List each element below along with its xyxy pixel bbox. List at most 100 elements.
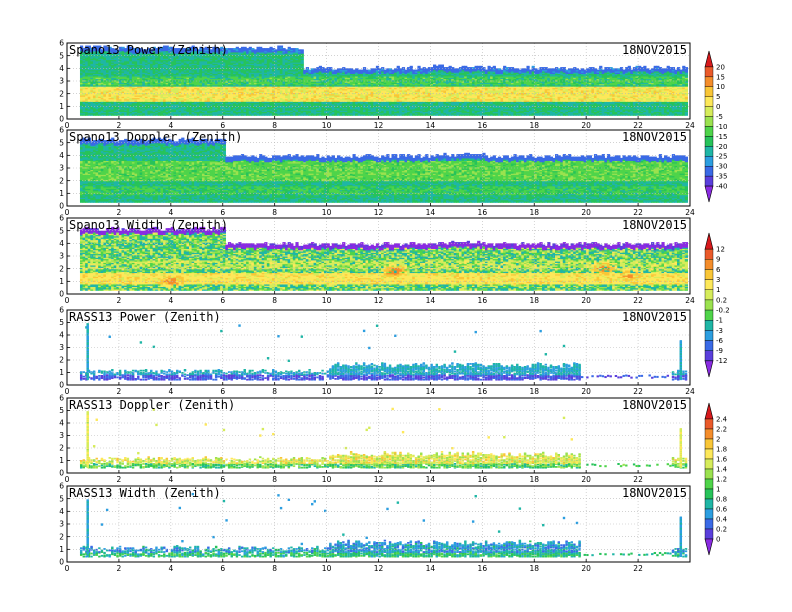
heatmap-cell	[116, 106, 120, 109]
heatmap-cell	[124, 65, 128, 68]
heatmap-cell	[95, 94, 99, 97]
heatmap-cell	[124, 86, 128, 88]
heatmap-cell	[95, 56, 99, 59]
heatmap-cell	[113, 68, 117, 71]
heatmap-cell	[85, 112, 89, 115]
heatmap-cell	[116, 74, 120, 77]
heatmap-cell	[121, 101, 125, 104]
heatmap-cell	[98, 62, 102, 64]
heatmap-cell	[111, 53, 115, 55]
heatmap-cell	[95, 74, 99, 77]
heatmap-cell	[79, 59, 84, 62]
heatmap-cell	[113, 75, 117, 78]
heatmap-cell	[108, 77, 112, 80]
heatmap-cell	[103, 112, 107, 115]
heatmap-cell	[98, 75, 102, 78]
heatmap-cell	[116, 94, 120, 97]
heatmap-cell	[92, 65, 97, 68]
heatmap-cell	[79, 84, 84, 87]
heatmap-cell	[98, 105, 102, 107]
heatmap-cell	[98, 60, 102, 63]
heatmap-cell	[116, 96, 120, 99]
heatmap-cell	[92, 107, 97, 110]
heatmap-cell	[113, 89, 117, 92]
heatmap-cell	[111, 67, 115, 69]
heatmap-cell	[121, 102, 125, 105]
heatmap-cell	[103, 102, 107, 105]
heatmap-cell	[121, 91, 125, 93]
heatmap-cell	[92, 102, 97, 105]
heatmap-cell	[111, 110, 115, 112]
heatmap-cell	[79, 101, 84, 104]
heatmap-cell	[79, 62, 84, 64]
heatmap-cell	[108, 81, 112, 83]
heatmap-cell	[95, 68, 99, 71]
heatmap-cell	[105, 50, 110, 53]
heatmap-cell	[103, 46, 107, 49]
heatmap-cell	[100, 64, 104, 67]
heatmap-cell	[113, 83, 117, 86]
heatmap-cell	[118, 63, 123, 66]
heatmap-cell	[92, 98, 97, 101]
heatmap-cell	[79, 87, 84, 90]
heatmap-cells	[79, 45, 689, 116]
heatmap-cell	[105, 60, 110, 63]
heatmap-cell	[100, 69, 104, 72]
heatmap-cell	[87, 96, 91, 99]
heatmap-cell	[82, 68, 86, 71]
heatmap-cell	[121, 70, 125, 73]
heatmap-cell	[103, 83, 107, 86]
heatmap-cell	[90, 83, 94, 86]
heatmap-cell	[92, 93, 97, 96]
heatmap-cell	[98, 55, 102, 58]
heatmap-cell	[100, 78, 104, 81]
heatmap-cell	[105, 98, 110, 101]
heatmap-cell	[113, 77, 117, 80]
heatmap-cell	[113, 74, 117, 77]
heatmap-cell	[82, 81, 86, 83]
heatmap-cell	[108, 78, 112, 81]
heatmap-cell	[82, 55, 86, 58]
heatmap-cell	[98, 77, 102, 80]
heatmap-cell	[98, 98, 102, 101]
heatmap-cell	[85, 54, 89, 57]
heatmap-cell	[98, 93, 102, 96]
heatmap-cell	[82, 75, 86, 78]
heatmap-cell	[100, 105, 104, 107]
heatmap-cell	[118, 50, 123, 53]
heatmap-cell	[118, 73, 123, 76]
heatmap-cell	[118, 92, 123, 95]
heatmap-cell	[103, 97, 107, 100]
heatmap-cell	[87, 97, 91, 100]
heatmap-cell	[113, 98, 117, 101]
heatmap-cell	[90, 75, 94, 78]
heatmap-cell	[98, 59, 102, 62]
heatmap-cell	[111, 106, 115, 109]
heatmap-cell	[90, 91, 94, 93]
heatmap-cell	[121, 89, 125, 92]
heatmap-cell	[116, 54, 120, 57]
heatmap-cell	[85, 51, 89, 54]
heatmap-cell	[116, 78, 120, 81]
heatmap-cell	[100, 84, 104, 87]
heatmap-cell	[108, 53, 112, 55]
heatmap-cell	[116, 101, 120, 104]
heatmap-cell	[108, 105, 112, 107]
heatmap-cell	[85, 78, 89, 81]
heatmap-cell	[105, 63, 110, 66]
heatmap-cell	[108, 89, 112, 92]
heatmap-cell	[95, 101, 99, 104]
heatmap-cell	[113, 86, 117, 88]
heatmap-cell	[121, 59, 125, 62]
heatmap-cell	[103, 58, 107, 61]
heatmap-cell	[108, 48, 112, 50]
heatmap-cell	[118, 98, 123, 101]
heatmap-cell	[85, 79, 89, 82]
heatmap-cell	[121, 107, 125, 110]
heatmap-cell	[116, 93, 120, 96]
heatmap-cell	[79, 98, 84, 101]
heatmap-cell	[79, 113, 84, 116]
heatmap-cell	[105, 77, 110, 80]
heatmap-cell	[90, 107, 94, 110]
heatmap-cell	[124, 75, 128, 78]
